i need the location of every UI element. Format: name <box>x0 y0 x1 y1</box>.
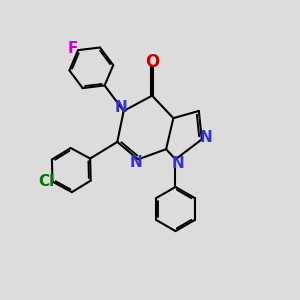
Text: N: N <box>114 100 127 116</box>
Text: F: F <box>68 40 78 56</box>
Text: N: N <box>171 156 184 171</box>
Text: Cl: Cl <box>38 174 54 189</box>
Text: N: N <box>130 155 142 170</box>
Text: O: O <box>145 53 159 71</box>
Text: N: N <box>200 130 212 145</box>
